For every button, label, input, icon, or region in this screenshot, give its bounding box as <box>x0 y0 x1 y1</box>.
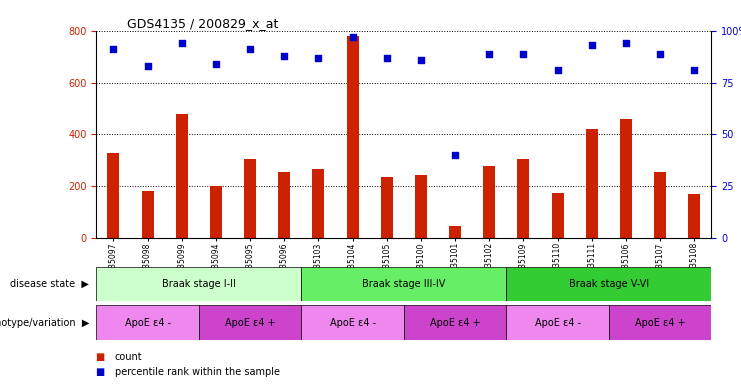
Bar <box>586 129 598 238</box>
Point <box>347 34 359 40</box>
Bar <box>142 191 153 238</box>
Point <box>551 67 563 73</box>
Bar <box>415 175 427 238</box>
Text: ApoE ε4 +: ApoE ε4 + <box>225 318 276 328</box>
Bar <box>609 305 711 340</box>
Text: disease state  ▶: disease state ▶ <box>10 279 89 289</box>
Point <box>654 50 666 56</box>
Text: count: count <box>115 352 142 362</box>
Bar <box>302 305 404 340</box>
Point <box>279 53 290 59</box>
Bar <box>96 267 302 301</box>
Point <box>483 50 495 56</box>
Point <box>586 42 598 48</box>
Point <box>415 57 427 63</box>
Bar <box>176 114 187 238</box>
Bar <box>96 305 199 340</box>
Bar <box>313 169 325 238</box>
Text: ■: ■ <box>96 367 109 377</box>
Bar <box>279 172 290 238</box>
Point <box>142 63 153 69</box>
Bar <box>210 186 222 238</box>
Bar <box>506 305 609 340</box>
Text: Braak stage I-II: Braak stage I-II <box>162 279 236 289</box>
Text: Braak stage V-VI: Braak stage V-VI <box>569 279 649 289</box>
Point <box>517 50 529 56</box>
Point <box>210 61 222 67</box>
Bar <box>244 159 256 238</box>
Text: Braak stage III-IV: Braak stage III-IV <box>362 279 445 289</box>
Bar <box>688 194 700 238</box>
Point <box>381 55 393 61</box>
Bar <box>449 227 461 238</box>
Point <box>688 67 700 73</box>
Bar <box>483 166 495 238</box>
Text: ApoE ε4 +: ApoE ε4 + <box>430 318 480 328</box>
Point <box>244 46 256 53</box>
Point <box>620 40 632 46</box>
Text: percentile rank within the sample: percentile rank within the sample <box>115 367 280 377</box>
Text: GDS4135 / 200829_x_at: GDS4135 / 200829_x_at <box>127 17 279 30</box>
Text: ApoE ε4 +: ApoE ε4 + <box>635 318 685 328</box>
Bar <box>302 267 506 301</box>
Text: ■: ■ <box>96 352 109 362</box>
Bar <box>107 152 119 238</box>
Bar <box>620 119 632 238</box>
Bar <box>517 159 529 238</box>
Text: ApoE ε4 -: ApoE ε4 - <box>124 318 170 328</box>
Bar <box>654 172 666 238</box>
Bar <box>506 267 711 301</box>
Point <box>107 46 119 53</box>
Bar <box>404 305 506 340</box>
Bar <box>381 177 393 238</box>
Bar <box>347 36 359 238</box>
Point <box>176 40 187 46</box>
Point <box>313 55 325 61</box>
Point <box>449 152 461 158</box>
Text: ApoE ε4 -: ApoE ε4 - <box>534 318 581 328</box>
Bar <box>199 305 302 340</box>
Text: ApoE ε4 -: ApoE ε4 - <box>330 318 376 328</box>
Bar <box>551 193 564 238</box>
Text: genotype/variation  ▶: genotype/variation ▶ <box>0 318 89 328</box>
